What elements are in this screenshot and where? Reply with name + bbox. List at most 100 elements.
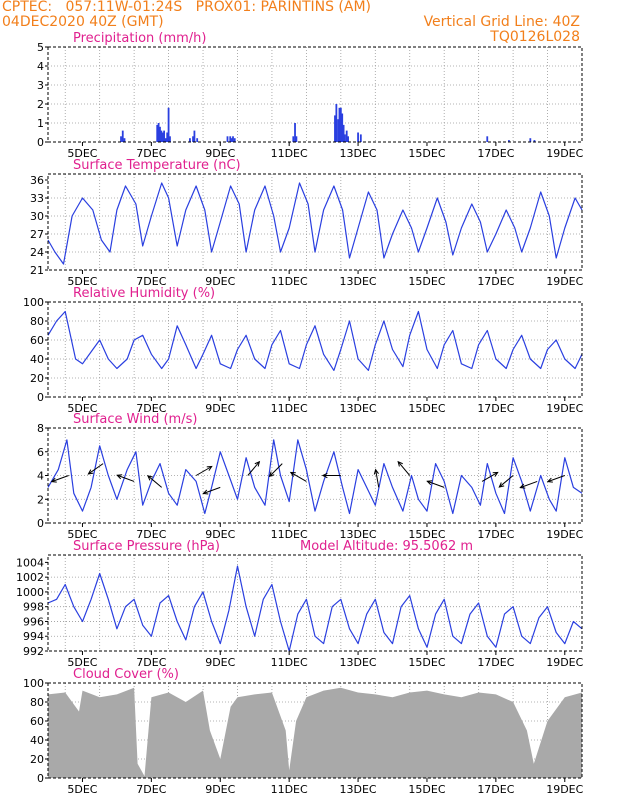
precip-bar — [164, 138, 167, 142]
precip-bar — [156, 124, 159, 142]
precip-bar — [342, 124, 345, 142]
precip-ytick-label: 1 — [37, 117, 44, 130]
rh-title: Relative Humidity (%) — [73, 286, 215, 301]
wind-arrow-head — [202, 489, 209, 495]
wind-arrow — [481, 472, 498, 482]
rh-xtick-label: 15DEC — [408, 402, 445, 415]
rh-xtick-label: 7DEC — [136, 402, 166, 415]
temp-xtick-label: 7DEC — [136, 275, 166, 288]
cloud-ytick-label: 0 — [37, 772, 44, 785]
wind-arrow-head — [426, 480, 433, 486]
rh-ytick-label: 60 — [30, 334, 44, 347]
header: CPTEC: 057:11W-01:24S PROX01: PARINTINS … — [0, 0, 618, 45]
wind-xtick-label: 19DEC — [546, 528, 583, 541]
precip-bar — [189, 138, 191, 142]
press-xtick-label: 7DEC — [136, 656, 166, 669]
precip-bar — [161, 132, 164, 142]
wind-arrow — [117, 474, 135, 482]
press-ytick-label: 998 — [23, 601, 44, 614]
temp-xtick-label: 13DEC — [340, 275, 377, 288]
precip-bar — [123, 138, 126, 142]
temp-ytick-label: 36 — [30, 174, 44, 187]
precip-xtick-label: 13DEC — [340, 147, 377, 160]
precip-ytick-label: 4 — [37, 60, 44, 73]
precip-bar — [533, 140, 536, 142]
wind-arrow — [203, 486, 221, 495]
precip-bar — [294, 123, 296, 142]
precip-bar — [120, 136, 122, 142]
precip-ytick-label: 3 — [37, 79, 44, 92]
rh-xtick-label: 11DEC — [271, 402, 308, 415]
cloud-ytick-label: 100 — [23, 677, 44, 690]
wind-ytick-label: 8 — [37, 422, 44, 435]
temp-panel — [45, 173, 583, 274]
wind-arrow — [195, 466, 212, 476]
precip-bar — [337, 119, 339, 142]
precip-bar — [121, 130, 124, 142]
cloud-xtick-label: 7DEC — [136, 783, 166, 796]
temp-title: Surface Temperature (nC) — [73, 158, 241, 173]
precip-title: Precipitation (mm/h) — [73, 31, 206, 46]
wind-series-line — [47, 439, 583, 515]
wind-arrow-head — [116, 474, 123, 480]
rh-xtick-label: 9DEC — [205, 402, 235, 415]
precip-bar — [508, 140, 510, 142]
temp-ytick-label: 33 — [30, 192, 44, 205]
wind-arrow-head — [50, 477, 57, 483]
press-ytick-label: 994 — [23, 630, 44, 643]
wind-arrow-head — [519, 483, 526, 489]
precip-panel — [45, 46, 583, 146]
cloud-xtick-label: 13DEC — [340, 783, 377, 796]
wind-xtick-label: 5DEC — [67, 528, 97, 541]
press-xtick-label: 15DEC — [408, 656, 445, 669]
precip-bar — [338, 107, 341, 142]
temp-ytick-label: 21 — [30, 264, 44, 277]
press-xtick-label: 13DEC — [340, 656, 377, 669]
precip-bar — [341, 113, 344, 142]
cloud-xtick-label: 11DEC — [271, 783, 308, 796]
wind-ytick-label: 0 — [37, 517, 44, 530]
precip-bar — [347, 136, 349, 142]
cloud-xtick-label: 19DEC — [546, 783, 583, 796]
precip-bar — [295, 136, 298, 142]
precip-bar — [193, 130, 196, 142]
temp-xtick-label: 11DEC — [271, 275, 308, 288]
header-code: TQ0126L028 — [490, 29, 580, 45]
precip-bar — [529, 138, 532, 142]
cloud-ytick-label: 80 — [30, 696, 44, 709]
wind-arrow — [247, 461, 260, 476]
precip-xtick-label: 17DEC — [477, 147, 514, 160]
press-xtick-label: 11DEC — [271, 656, 308, 669]
wind-arrow-head — [373, 468, 379, 475]
rh-xtick-label: 17DEC — [477, 402, 514, 415]
header-run-time: 04DEC2020 40Z (GMT) — [2, 14, 164, 30]
wind-xtick-label: 11DEC — [271, 528, 308, 541]
rh-ytick-label: 80 — [30, 315, 44, 328]
temp-xtick-label: 17DEC — [477, 275, 514, 288]
cloud-panel — [45, 682, 583, 782]
cloud-cover-area — [48, 687, 582, 778]
rh-xtick-label: 19DEC — [546, 402, 583, 415]
temp-ytick-label: 27 — [30, 228, 44, 241]
temp-ytick-label: 24 — [30, 246, 44, 259]
rh-panel — [45, 301, 583, 401]
press-xtick-label: 5DEC — [67, 656, 97, 669]
wind-xtick-label: 17DEC — [477, 528, 514, 541]
wind-arrow-head — [498, 482, 505, 488]
wind-arrow-head — [147, 475, 153, 481]
wind-xtick-label: 15DEC — [408, 528, 445, 541]
precip-bar — [345, 130, 348, 142]
precip-bar — [359, 134, 362, 142]
wind-arrow — [520, 480, 538, 489]
wind-xtick-label: 7DEC — [136, 528, 166, 541]
rh-ytick-label: 20 — [30, 372, 44, 385]
press-xtick-label: 19DEC — [546, 656, 583, 669]
cloud-xtick-label: 9DEC — [205, 783, 235, 796]
rh-ytick-label: 0 — [37, 391, 44, 404]
wind-arrow-head — [492, 471, 499, 477]
precip-bar — [157, 123, 160, 142]
precip-ytick-label: 2 — [37, 98, 44, 111]
press-ytick-label: 1000 — [16, 586, 44, 599]
wind-arrow — [427, 480, 445, 488]
